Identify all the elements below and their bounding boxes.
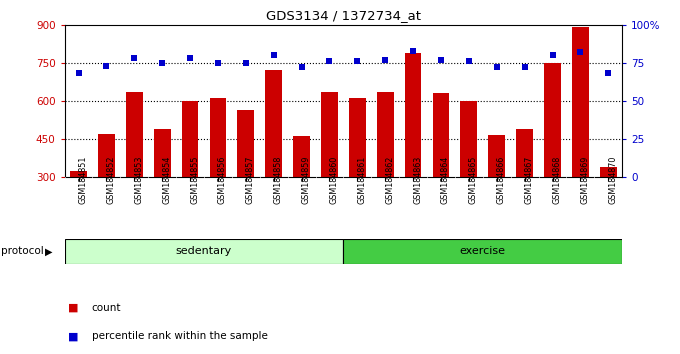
Bar	[98, 134, 115, 253]
Text: GSM184864: GSM184864	[441, 156, 450, 204]
Bar	[488, 135, 505, 253]
Text: GSM184860: GSM184860	[330, 156, 339, 204]
Text: GSM184856: GSM184856	[218, 156, 227, 204]
Bar	[237, 110, 254, 253]
Bar	[572, 27, 589, 253]
Text: GSM184870: GSM184870	[608, 156, 617, 204]
Text: count: count	[92, 303, 121, 313]
Bar	[154, 129, 171, 253]
Point	[212, 60, 223, 66]
Point	[408, 48, 419, 53]
Text: GSM184855: GSM184855	[190, 156, 199, 204]
Text: GSM184861: GSM184861	[358, 156, 367, 204]
Point	[185, 56, 196, 61]
Point	[491, 64, 502, 70]
Point	[464, 58, 475, 64]
Bar	[544, 63, 561, 253]
Point	[575, 49, 586, 55]
Text: protocol: protocol	[1, 246, 44, 256]
Text: GSM184867: GSM184867	[525, 156, 534, 204]
Text: percentile rank within the sample: percentile rank within the sample	[92, 331, 268, 341]
Point	[520, 64, 530, 70]
Bar	[343, 239, 622, 264]
Bar	[377, 92, 394, 253]
Text: GSM184869: GSM184869	[581, 156, 590, 204]
Point	[324, 58, 335, 64]
Text: GSM184852: GSM184852	[106, 156, 116, 204]
Text: GSM184862: GSM184862	[385, 156, 394, 204]
Bar	[65, 239, 343, 264]
Bar	[182, 101, 199, 253]
Point	[269, 52, 279, 58]
Text: GSM184865: GSM184865	[469, 156, 478, 204]
Point	[296, 64, 307, 70]
Point	[379, 57, 390, 63]
Text: GSM184851: GSM184851	[78, 156, 88, 204]
Text: GSM184868: GSM184868	[552, 156, 562, 204]
Point	[547, 52, 558, 58]
Bar	[600, 167, 617, 253]
Point	[156, 60, 168, 66]
Bar	[405, 53, 422, 253]
Text: GSM184858: GSM184858	[274, 156, 283, 204]
Text: ■: ■	[68, 331, 78, 341]
Title: GDS3134 / 1372734_at: GDS3134 / 1372734_at	[266, 9, 421, 22]
Bar	[265, 70, 282, 253]
Bar	[209, 98, 226, 253]
Bar	[349, 98, 366, 253]
Point	[435, 57, 446, 63]
Text: GSM184866: GSM184866	[496, 156, 506, 204]
Bar	[321, 92, 338, 253]
Point	[241, 60, 252, 66]
Bar	[126, 92, 143, 253]
Point	[352, 58, 363, 64]
Bar	[460, 101, 477, 253]
Text: sedentary: sedentary	[176, 246, 232, 256]
Text: ■: ■	[68, 303, 78, 313]
Text: GSM184859: GSM184859	[302, 156, 311, 204]
Text: GSM184853: GSM184853	[135, 156, 143, 204]
Bar	[432, 93, 449, 253]
Point	[101, 63, 112, 69]
Text: ▶: ▶	[45, 246, 53, 256]
Point	[602, 71, 613, 76]
Text: GSM184854: GSM184854	[163, 156, 171, 204]
Bar	[70, 171, 87, 253]
Text: GSM184863: GSM184863	[413, 156, 422, 204]
Bar	[293, 136, 310, 253]
Text: exercise: exercise	[460, 246, 506, 256]
Bar	[516, 129, 533, 253]
Point	[129, 56, 140, 61]
Point	[73, 71, 84, 76]
Text: GSM184857: GSM184857	[246, 156, 255, 204]
